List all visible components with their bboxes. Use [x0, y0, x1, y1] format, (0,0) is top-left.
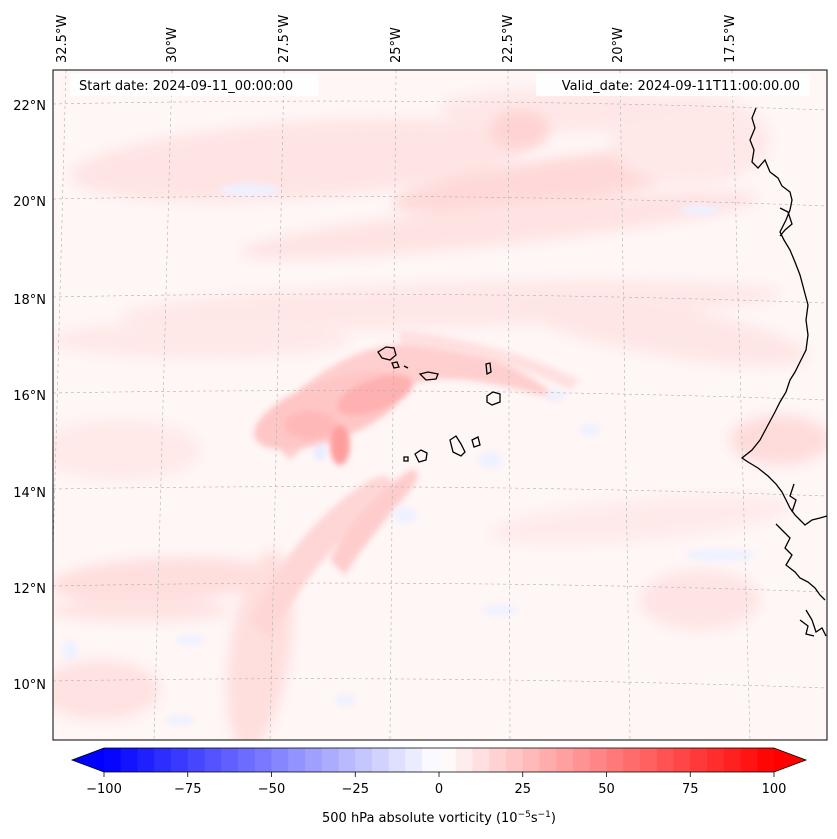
- colorbar-segment: [439, 748, 457, 772]
- colorbar-segment: [422, 748, 440, 772]
- colorbar-segment: [372, 748, 390, 772]
- date-info-box: Start date: 2024-09-11_00:00:00 Valid_da…: [70, 74, 810, 96]
- colorbar-title: 500 hPa absolute vorticity (10−5s−1): [322, 810, 556, 826]
- vorticity-field: [53, 88, 827, 740]
- colorbar-segment: [405, 748, 423, 772]
- colorbar-segment: [221, 748, 239, 772]
- colorbar-segment: [623, 748, 641, 772]
- lat-label: 20°N: [13, 195, 46, 210]
- lon-label: 17.5°W: [723, 15, 738, 63]
- colorbar-segment: [355, 748, 373, 772]
- colorbar-segment: [539, 748, 557, 772]
- colorbar-segment: [254, 748, 272, 772]
- colorbar-segment: [707, 748, 725, 772]
- island-maio: [471, 436, 481, 448]
- colorbar-segment: [690, 748, 708, 772]
- longitude-labels: 32.5°W 30°W 27.5°W 25°W 22.5°W 20°W 17.5…: [55, 15, 738, 63]
- colorbar-segment: [556, 748, 574, 772]
- africa-coastline: [740, 107, 827, 526]
- colorbar-segment: [506, 748, 524, 772]
- island-sal: [485, 362, 492, 376]
- colorbar-segment: [154, 748, 172, 772]
- lon-label: 22.5°W: [501, 15, 516, 63]
- vorticity-core: [250, 330, 580, 640]
- colorbar-tick-label: 50: [598, 782, 615, 797]
- colorbar-segment: [740, 748, 758, 772]
- valid-date-label: Valid_date: 2024-09-11T11:00:00.00: [562, 79, 800, 94]
- colorbar-segment: [573, 748, 591, 772]
- colorbar-tick-label: 100: [762, 782, 787, 797]
- colorbar-segment: [656, 748, 674, 772]
- colorbar-tick-label: −75: [174, 782, 201, 797]
- colorbar-segment: [606, 748, 624, 772]
- lon-label: 32.5°W: [55, 15, 70, 63]
- colorbar-segment: [522, 748, 540, 772]
- colorbar-tick-label: 0: [435, 782, 443, 797]
- lon-label: 20°W: [611, 27, 626, 63]
- colorbar-segment: [388, 748, 406, 772]
- colorbar-extend-low: [72, 748, 104, 772]
- island-sao-vicente: [391, 361, 400, 369]
- colorbar-extend-high: [774, 748, 806, 772]
- colorbar-segment: [489, 748, 507, 772]
- colorbar-segment: [321, 748, 339, 772]
- map-frame: [52, 69, 828, 741]
- colorbar-segment: [455, 748, 473, 772]
- colorbar-segment: [673, 748, 691, 772]
- island-santiago: [449, 435, 466, 457]
- lat-label: 22°N: [13, 99, 46, 114]
- island-sao-nicolau: [418, 371, 439, 381]
- island-santa-luzia: [403, 365, 409, 369]
- colorbar-tick-label: −50: [258, 782, 285, 797]
- colorbar-tick-label: 25: [514, 782, 531, 797]
- colorbar-segment: [120, 748, 138, 772]
- latitude-labels: 22°N 20°N 18°N 16°N 14°N 12°N 10°N: [13, 99, 46, 693]
- colorbar-tick-label: 75: [682, 782, 699, 797]
- island-boa-vista: [486, 391, 501, 406]
- start-date-label: Start date: 2024-09-11_00:00:00: [79, 79, 293, 94]
- colorbar-segment: [288, 748, 306, 772]
- colorbar-segment: [137, 748, 155, 772]
- lon-label: 30°W: [165, 27, 180, 63]
- colorbar-segment: [204, 748, 222, 772]
- lat-label: 14°N: [13, 486, 46, 501]
- africa-coastline-south: [775, 523, 826, 601]
- colorbar-segment: [338, 748, 356, 772]
- vorticity-negative-spots: [62, 184, 755, 725]
- map-plot-area: Start date: 2024-09-11_00:00:00 Valid_da…: [52, 69, 828, 741]
- colorbar-segment: [723, 748, 741, 772]
- colorbar-segment: [104, 748, 122, 772]
- colorbar-segment: [305, 748, 323, 772]
- colorbar-segment: [640, 748, 658, 772]
- island-fogo: [414, 449, 428, 463]
- colorbar-segment: [472, 748, 490, 772]
- coastlines: [740, 107, 827, 637]
- colorbar-segment: [187, 748, 205, 772]
- lat-label: 12°N: [13, 582, 46, 597]
- colorbar-segment: [238, 748, 256, 772]
- lat-label: 16°N: [13, 389, 46, 404]
- lon-label: 27.5°W: [277, 15, 292, 63]
- island-brava: [403, 456, 409, 462]
- colorbar-segments: [104, 748, 775, 772]
- colorbar: −100 −75 −50 −25 0 25 50 75 100 500 hPa …: [70, 747, 808, 826]
- colorbar-segment: [757, 748, 775, 772]
- lat-label: 18°N: [13, 293, 46, 308]
- lon-label: 25°W: [389, 27, 404, 63]
- lat-label: 10°N: [13, 678, 46, 693]
- colorbar-segment: [171, 748, 189, 772]
- colorbar-ticks: [103, 772, 775, 777]
- colorbar-segment: [589, 748, 607, 772]
- gridlines: [53, 70, 827, 740]
- colorbar-segment: [271, 748, 289, 772]
- colorbar-tick-label: −100: [86, 782, 122, 797]
- island-santo-antao: [377, 346, 397, 361]
- cape-verde-islands: [377, 346, 501, 463]
- colorbar-tick-label: −25: [342, 782, 369, 797]
- vorticity-bands-faint: [53, 88, 827, 740]
